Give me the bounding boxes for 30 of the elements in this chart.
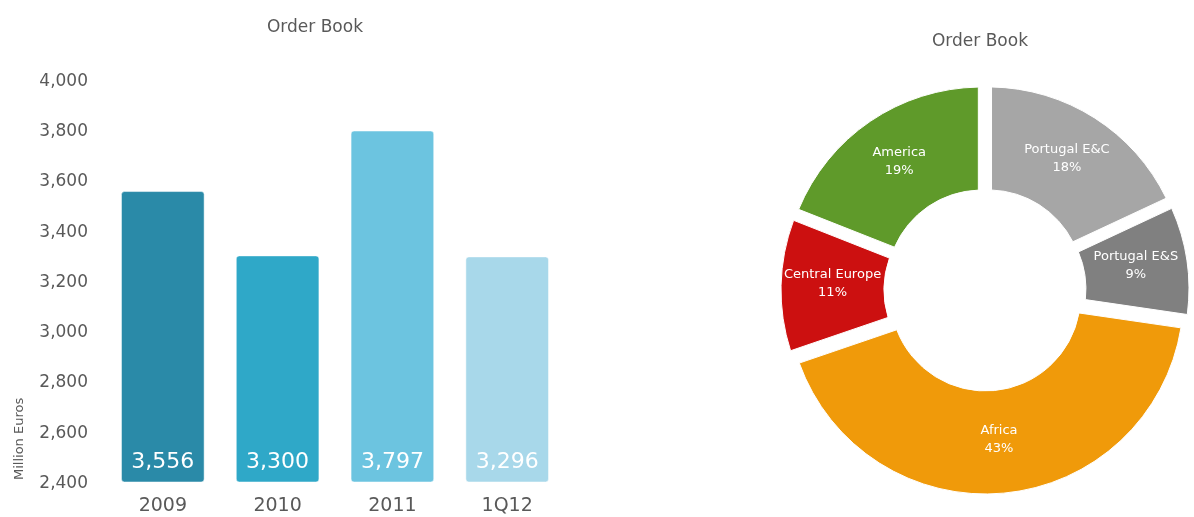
slice-label: Africa: [980, 421, 1018, 437]
slice-label: Portugal E&S: [1093, 247, 1179, 263]
x-tick-label: 1Q12: [481, 493, 533, 515]
data-label: 9%: [1125, 265, 1147, 281]
y-tick-label: 3,800: [39, 120, 88, 141]
chart-title: Order Book: [266, 16, 364, 36]
x-tick-label: 2010: [253, 493, 302, 515]
data-label: 3,797: [360, 448, 424, 473]
data-label: 43%: [984, 439, 1014, 455]
chart-title: Order Book: [931, 30, 1029, 50]
y-tick-label: 3,200: [39, 270, 88, 291]
x-tick-label: 2009: [138, 493, 187, 515]
data-label: 18%: [1052, 159, 1082, 175]
data-label: 19%: [884, 161, 914, 177]
y-tick-label: 2,800: [39, 371, 88, 392]
y-tick-label: 3,000: [39, 321, 88, 342]
y-tick-label: 3,400: [39, 220, 88, 241]
y-axis-title: Million Euros: [11, 397, 26, 480]
y-tick-label: 3,600: [39, 170, 88, 191]
data-label: 11%: [818, 284, 847, 300]
y-tick-label: 4,000: [39, 69, 88, 90]
y-tick-label: 2,600: [39, 421, 88, 442]
y-tick-label: 2,400: [39, 471, 88, 492]
data-label: 3,556: [131, 448, 195, 473]
slice-label: Portugal E&C: [1024, 141, 1110, 157]
slice-label: Central Europe: [783, 266, 882, 282]
data-label: 3,300: [246, 448, 310, 473]
slice-label: America: [872, 143, 926, 159]
data-label: 3,296: [475, 448, 539, 473]
x-tick-label: 2011: [368, 493, 417, 515]
